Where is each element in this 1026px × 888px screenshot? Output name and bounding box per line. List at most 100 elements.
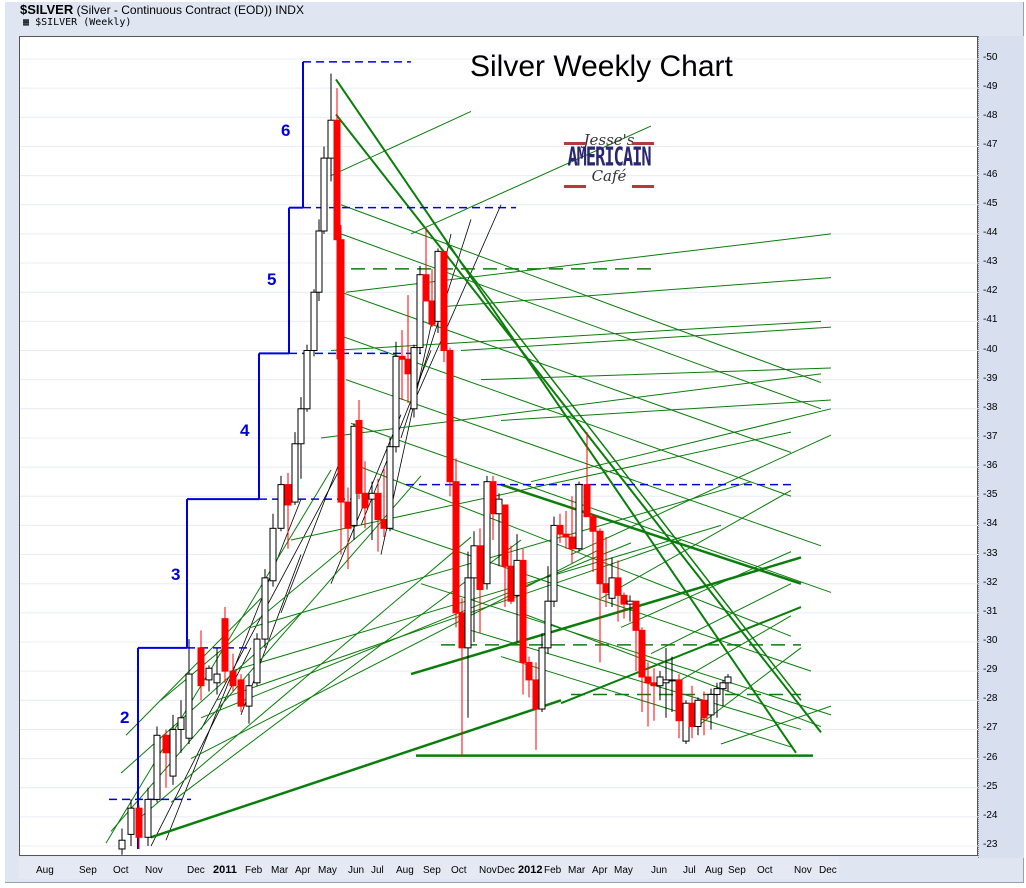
date-axis[interactable]: Aug Sep Oct Nov Dec 2011 Feb Mar Apr May Jun Jul Aug… [19, 857, 839, 879]
descending-trend-line [340, 204, 822, 384]
logo-stripe-icon [632, 142, 654, 145]
candle-body [434, 250, 442, 322]
candle-body [525, 661, 533, 681]
price-tick: -39 [983, 372, 998, 384]
candle-body [368, 492, 376, 500]
candle-body [458, 612, 466, 649]
chart-header: $SILVER (Silver - Continuous Contract (E… [20, 3, 304, 17]
month-tick: Sep [728, 865, 746, 876]
candle-body [464, 577, 472, 649]
month-tick: Sep [79, 865, 97, 876]
logo-stripe-icon [564, 185, 586, 188]
price-tick: -36 [983, 460, 998, 472]
uptrend-line [560, 606, 802, 705]
month-tick: Jul [371, 865, 384, 876]
candle-body [303, 350, 311, 410]
candle-body [205, 667, 213, 681]
ascending-trend-line [230, 524, 722, 672]
ascending-trend-line [600, 489, 792, 599]
ascending-trend-line [250, 481, 752, 628]
candle-body [513, 559, 521, 596]
candle-body [428, 300, 436, 325]
price-tick: -27 [983, 722, 998, 734]
month-tick: Nov [794, 865, 812, 876]
symbol-label: $SILVER [20, 2, 74, 17]
price-axis[interactable]: -50 -49 -48 -47 -46 -45 -44 -43 -42 -41 -40 -39 -38 -… [978, 36, 1024, 858]
plot-area[interactable] [19, 36, 979, 856]
candle-body [495, 498, 503, 515]
price-tick: -40 [983, 343, 998, 355]
price-tick: -47 [983, 139, 998, 151]
uptrend-line [410, 556, 802, 676]
candle-body [118, 839, 126, 850]
candle-body [392, 355, 400, 448]
candle-body [644, 676, 652, 684]
descending-trend-line [350, 422, 832, 593]
candle-body [297, 408, 305, 445]
downtrend-line [445, 242, 802, 701]
wave-label-2: 2 [120, 708, 130, 727]
candle-body [452, 481, 460, 614]
month-tick: Mar [271, 865, 289, 876]
price-tick: -48 [983, 110, 998, 122]
descending-trend-line [420, 583, 832, 716]
ascending-trend-line [500, 399, 832, 421]
descending-trend-line [340, 291, 792, 453]
price-tick: -26 [983, 751, 998, 763]
ascending-trend-line [570, 434, 832, 556]
candle-body [213, 673, 221, 684]
month-tick: Dec [819, 865, 837, 876]
price-tick: -35 [983, 489, 998, 501]
candle-body [470, 545, 478, 579]
candle-body [291, 443, 299, 503]
descending-trend-line [340, 233, 822, 410]
ascending-trend-line [680, 615, 792, 681]
chart-title: Silver Weekly Chart [470, 50, 733, 83]
candle-body [245, 685, 253, 707]
candle-body [568, 536, 576, 550]
candle-body [620, 594, 628, 605]
candle-body [446, 350, 454, 483]
ascending-trend-line [110, 475, 422, 832]
series-legend[interactable]: ▦ $SILVER (Weekly) [23, 17, 131, 28]
month-tick: Aug [705, 865, 723, 876]
candle-body [675, 679, 683, 722]
candle-body [237, 679, 245, 707]
major-uptrend-line [150, 699, 562, 839]
candle-body [700, 699, 708, 719]
ascending-trend-line [320, 373, 822, 439]
candle-body [404, 358, 412, 375]
price-tick: -30 [983, 635, 998, 646]
descending-trend-line [345, 379, 822, 547]
candle-body [662, 679, 670, 684]
candle-body [694, 699, 702, 728]
ascending-trend-line [125, 597, 262, 736]
candle-body [361, 492, 369, 509]
year-tick: 2012 [518, 864, 543, 876]
logo-stripe-icon [632, 185, 654, 188]
wave-label-4: 4 [240, 421, 250, 440]
month-tick: Feb [544, 865, 562, 876]
candle-body [632, 600, 640, 631]
candle-body [337, 239, 345, 503]
month-tick: Dec [497, 865, 515, 876]
candlestick-icon: ▦ [23, 17, 30, 28]
ascending-trend-line [330, 320, 822, 351]
candle-body [153, 734, 161, 800]
price-tick: -49 [983, 81, 998, 93]
wave-label-6: 6 [281, 121, 291, 140]
candle-body [333, 119, 341, 241]
month-tick: May [318, 865, 337, 876]
candle-body [656, 676, 664, 687]
descending-trend-line [360, 466, 792, 637]
price-tick: -38 [983, 401, 998, 413]
month-tick: Feb [245, 865, 263, 876]
descending-trend-line [500, 656, 792, 748]
price-tick: -33 [983, 547, 998, 559]
wave-label-3: 3 [171, 565, 181, 584]
fan-line [410, 204, 502, 409]
price-tick: -43 [983, 256, 998, 268]
price-tick: -46 [983, 168, 998, 180]
price-tick: -25 [983, 780, 998, 792]
ascending-trend-line [140, 536, 472, 818]
